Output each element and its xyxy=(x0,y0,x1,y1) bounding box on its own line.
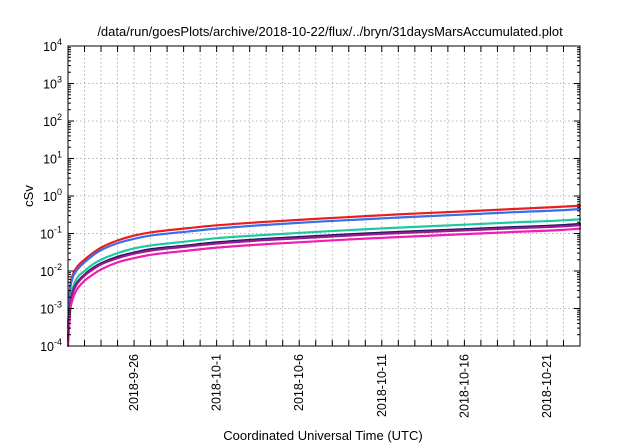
y-tick-exponent: -1 xyxy=(54,225,62,235)
y-tick-label: 10-4 xyxy=(40,337,62,354)
y-tick-exponent: 0 xyxy=(57,187,62,197)
y-tick-base: 10 xyxy=(43,115,57,129)
y-tick-label: 103 xyxy=(43,75,62,92)
y-tick-base: 10 xyxy=(40,228,54,242)
y-tick-base: 10 xyxy=(40,340,54,354)
x-tick-label: 2018-10-11 xyxy=(375,354,389,417)
x-axis-label: Coordinated Universal Time (UTC) xyxy=(223,428,422,443)
series-line xyxy=(66,224,582,342)
x-tick-label: 2018-10-21 xyxy=(540,354,554,418)
series-line xyxy=(66,204,582,330)
y-tick-base: 10 xyxy=(43,190,57,204)
y-tick-base: 10 xyxy=(40,303,54,317)
x-tick-label: 2018-9-26 xyxy=(127,354,141,411)
y-tick-label: 10-2 xyxy=(40,262,62,279)
y-tick-label: 10-3 xyxy=(40,300,62,317)
y-tick-label: 104 xyxy=(43,37,62,54)
series-lines xyxy=(66,204,582,348)
x-tick-labels: 2018-9-26 2018-10-1 2018-10-6 2018-10-11 201… xyxy=(127,354,554,418)
y-tick-exponent: 3 xyxy=(57,75,62,85)
y-tick-label: 10-1 xyxy=(40,225,62,242)
y-tick-exponent: -3 xyxy=(54,300,62,310)
y-tick-exponent: 4 xyxy=(57,37,62,47)
x-tick-label: 2018-10-1 xyxy=(210,354,224,411)
y-tick-label: 100 xyxy=(43,187,62,204)
y-axis-label: cSv xyxy=(21,185,36,207)
axis-ticks xyxy=(68,45,580,347)
y-tick-exponent: -4 xyxy=(54,337,62,347)
y-tick-base: 10 xyxy=(40,265,54,279)
chart-title: /data/run/goesPlots/archive/2018-10-22/f… xyxy=(97,24,563,39)
y-tick-label: 102 xyxy=(43,112,62,129)
y-tick-base: 10 xyxy=(43,153,57,167)
y-tick-label: 101 xyxy=(43,150,62,167)
series-line xyxy=(66,218,582,336)
y-tick-exponent: -2 xyxy=(54,262,62,272)
y-tick-exponent: 2 xyxy=(57,112,62,122)
y-tick-base: 10 xyxy=(43,78,57,92)
x-tick-label: 2018-10-16 xyxy=(457,354,471,418)
y-tick-base: 10 xyxy=(43,40,57,54)
x-tick-label: 2018-10-6 xyxy=(292,354,306,411)
y-tick-exponent: 1 xyxy=(57,150,62,160)
grid-lines xyxy=(68,46,580,346)
series-line xyxy=(66,207,582,330)
series-line xyxy=(66,227,582,348)
